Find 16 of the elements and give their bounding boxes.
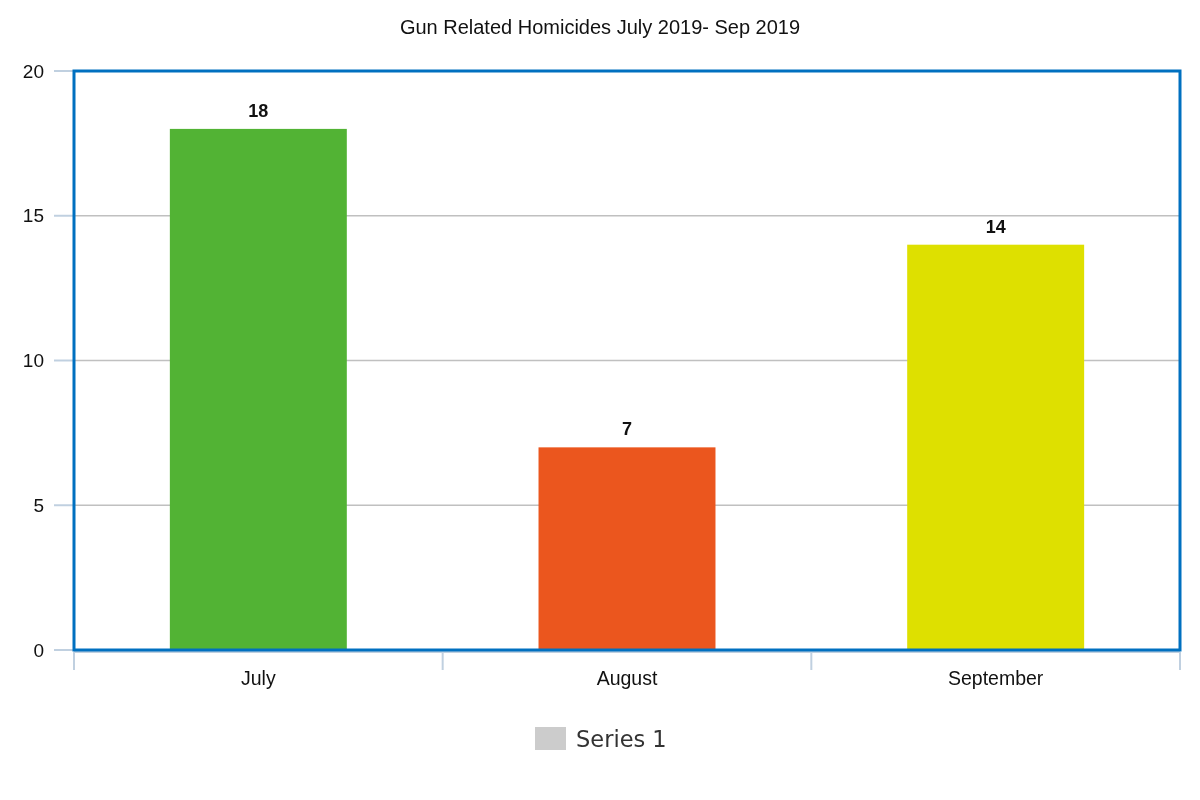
bar bbox=[538, 447, 716, 650]
y-tick-label: 5 bbox=[33, 494, 44, 516]
bar bbox=[169, 128, 347, 650]
x-tick-label: August bbox=[596, 667, 658, 689]
x-tick-label: September bbox=[947, 667, 1044, 689]
x-tick-label: July bbox=[240, 667, 276, 689]
y-tick-label: 20 bbox=[22, 60, 44, 82]
text: Series 1 bbox=[576, 725, 667, 752]
data-label: 18 bbox=[248, 100, 269, 121]
y-tick-label: 15 bbox=[22, 205, 44, 227]
y-tick-label: 10 bbox=[22, 350, 44, 372]
chart-title: Gun Related Homicides July 2019- Sep 2019 bbox=[399, 16, 801, 38]
data-label: 7 bbox=[621, 419, 633, 440]
y-tick-label: 0 bbox=[33, 639, 44, 661]
bar bbox=[907, 244, 1085, 650]
data-label: 14 bbox=[985, 216, 1006, 237]
